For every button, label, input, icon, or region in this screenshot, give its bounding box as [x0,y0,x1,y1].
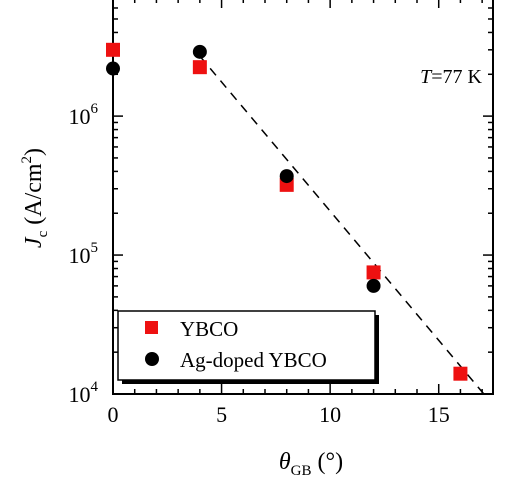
y-tick-label: 105 [69,240,99,268]
point-ag-doped-ybco [279,169,294,184]
legend-marker-ybco [145,321,158,334]
x-tick-label: 5 [216,402,227,427]
legend-marker-ag-doped [145,352,159,366]
legend-label-ag-doped: Ag-doped YBCO [180,348,327,372]
plot-frame [112,0,494,395]
tick-labels: 0 5 10 15 106 105 104 [69,101,450,427]
y-tick-label: 106 [69,101,99,129]
fit-line [199,55,488,398]
point-ybco [453,366,468,381]
legend-label-ybco: YBCO [180,317,238,341]
x-axis-label: θGB (°) [279,449,343,479]
legend: YBCO Ag-doped YBCO [117,310,379,384]
point-ag-doped-ybco [106,61,120,76]
x-tick-label: 0 [108,402,119,427]
point-ybco [192,60,207,75]
point-ag-doped-ybco [366,278,381,293]
point-ybco [106,42,120,57]
point-ag-doped-ybco [192,44,207,59]
y-tick-label: 104 [69,379,99,407]
data-points [106,42,468,381]
axis-ticks [112,0,493,395]
y-axis-label: Jc (A/cm2) [19,148,51,248]
temperature-annotation: T=77 K [420,66,482,88]
point-ybco [366,265,381,280]
x-tick-label: 15 [428,402,450,427]
x-tick-label: 10 [319,402,341,427]
legend-box [117,310,376,381]
